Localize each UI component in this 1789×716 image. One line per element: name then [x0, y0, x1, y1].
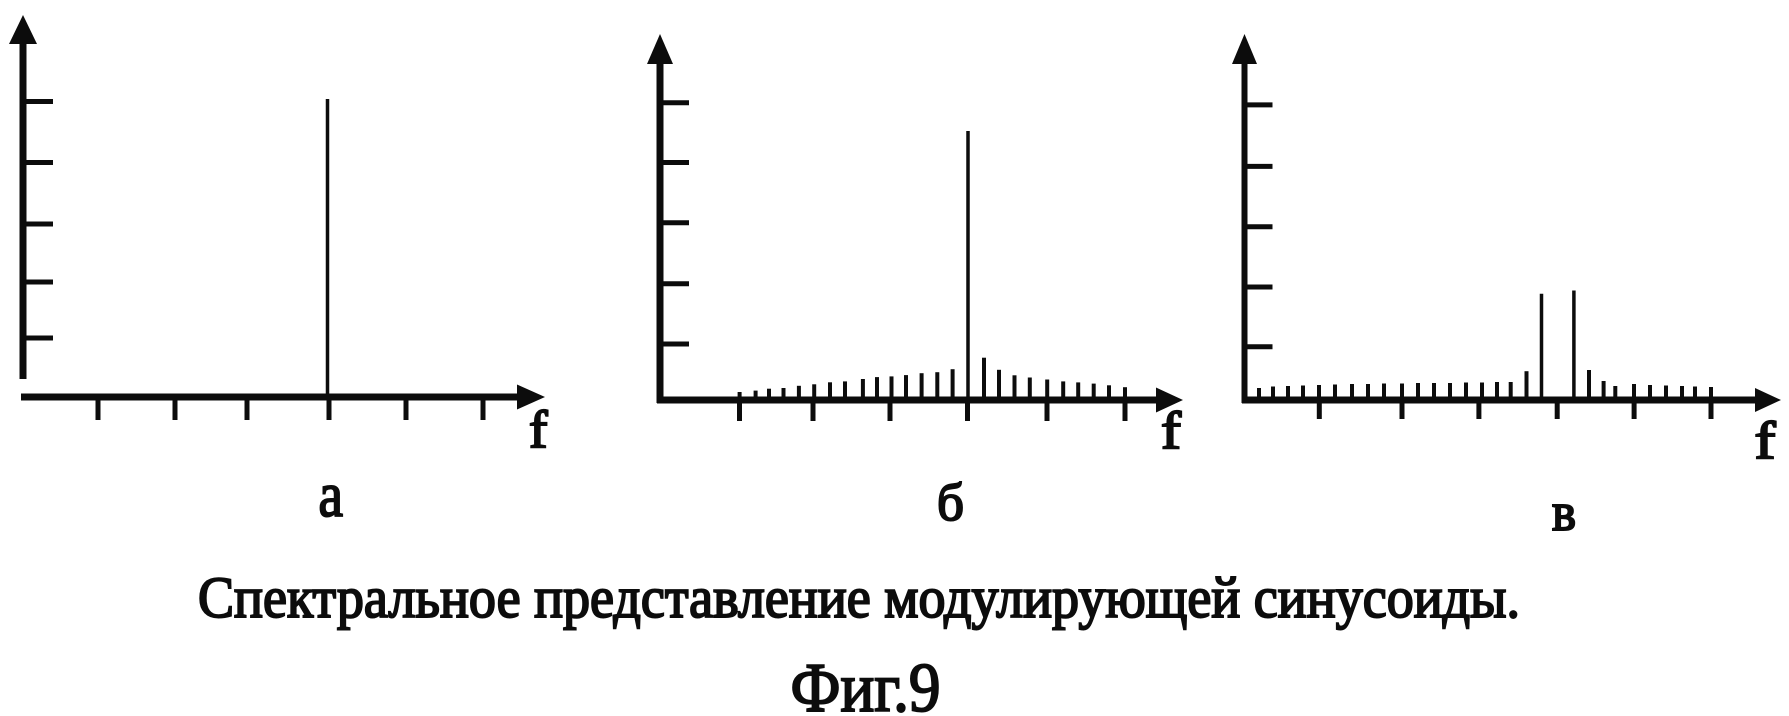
- svg-text:f: f: [1161, 402, 1181, 460]
- svg-text:б: б: [937, 474, 964, 532]
- svg-text:f: f: [529, 401, 548, 459]
- svg-text:а: а: [319, 459, 344, 530]
- svg-text:Спектральное представление мод: Спектральное представление модулирующей …: [198, 565, 1520, 630]
- svg-text:в: в: [1552, 482, 1576, 542]
- svg-text:Фиг.9: Фиг.9: [791, 650, 941, 716]
- svg-text:f: f: [1755, 412, 1776, 470]
